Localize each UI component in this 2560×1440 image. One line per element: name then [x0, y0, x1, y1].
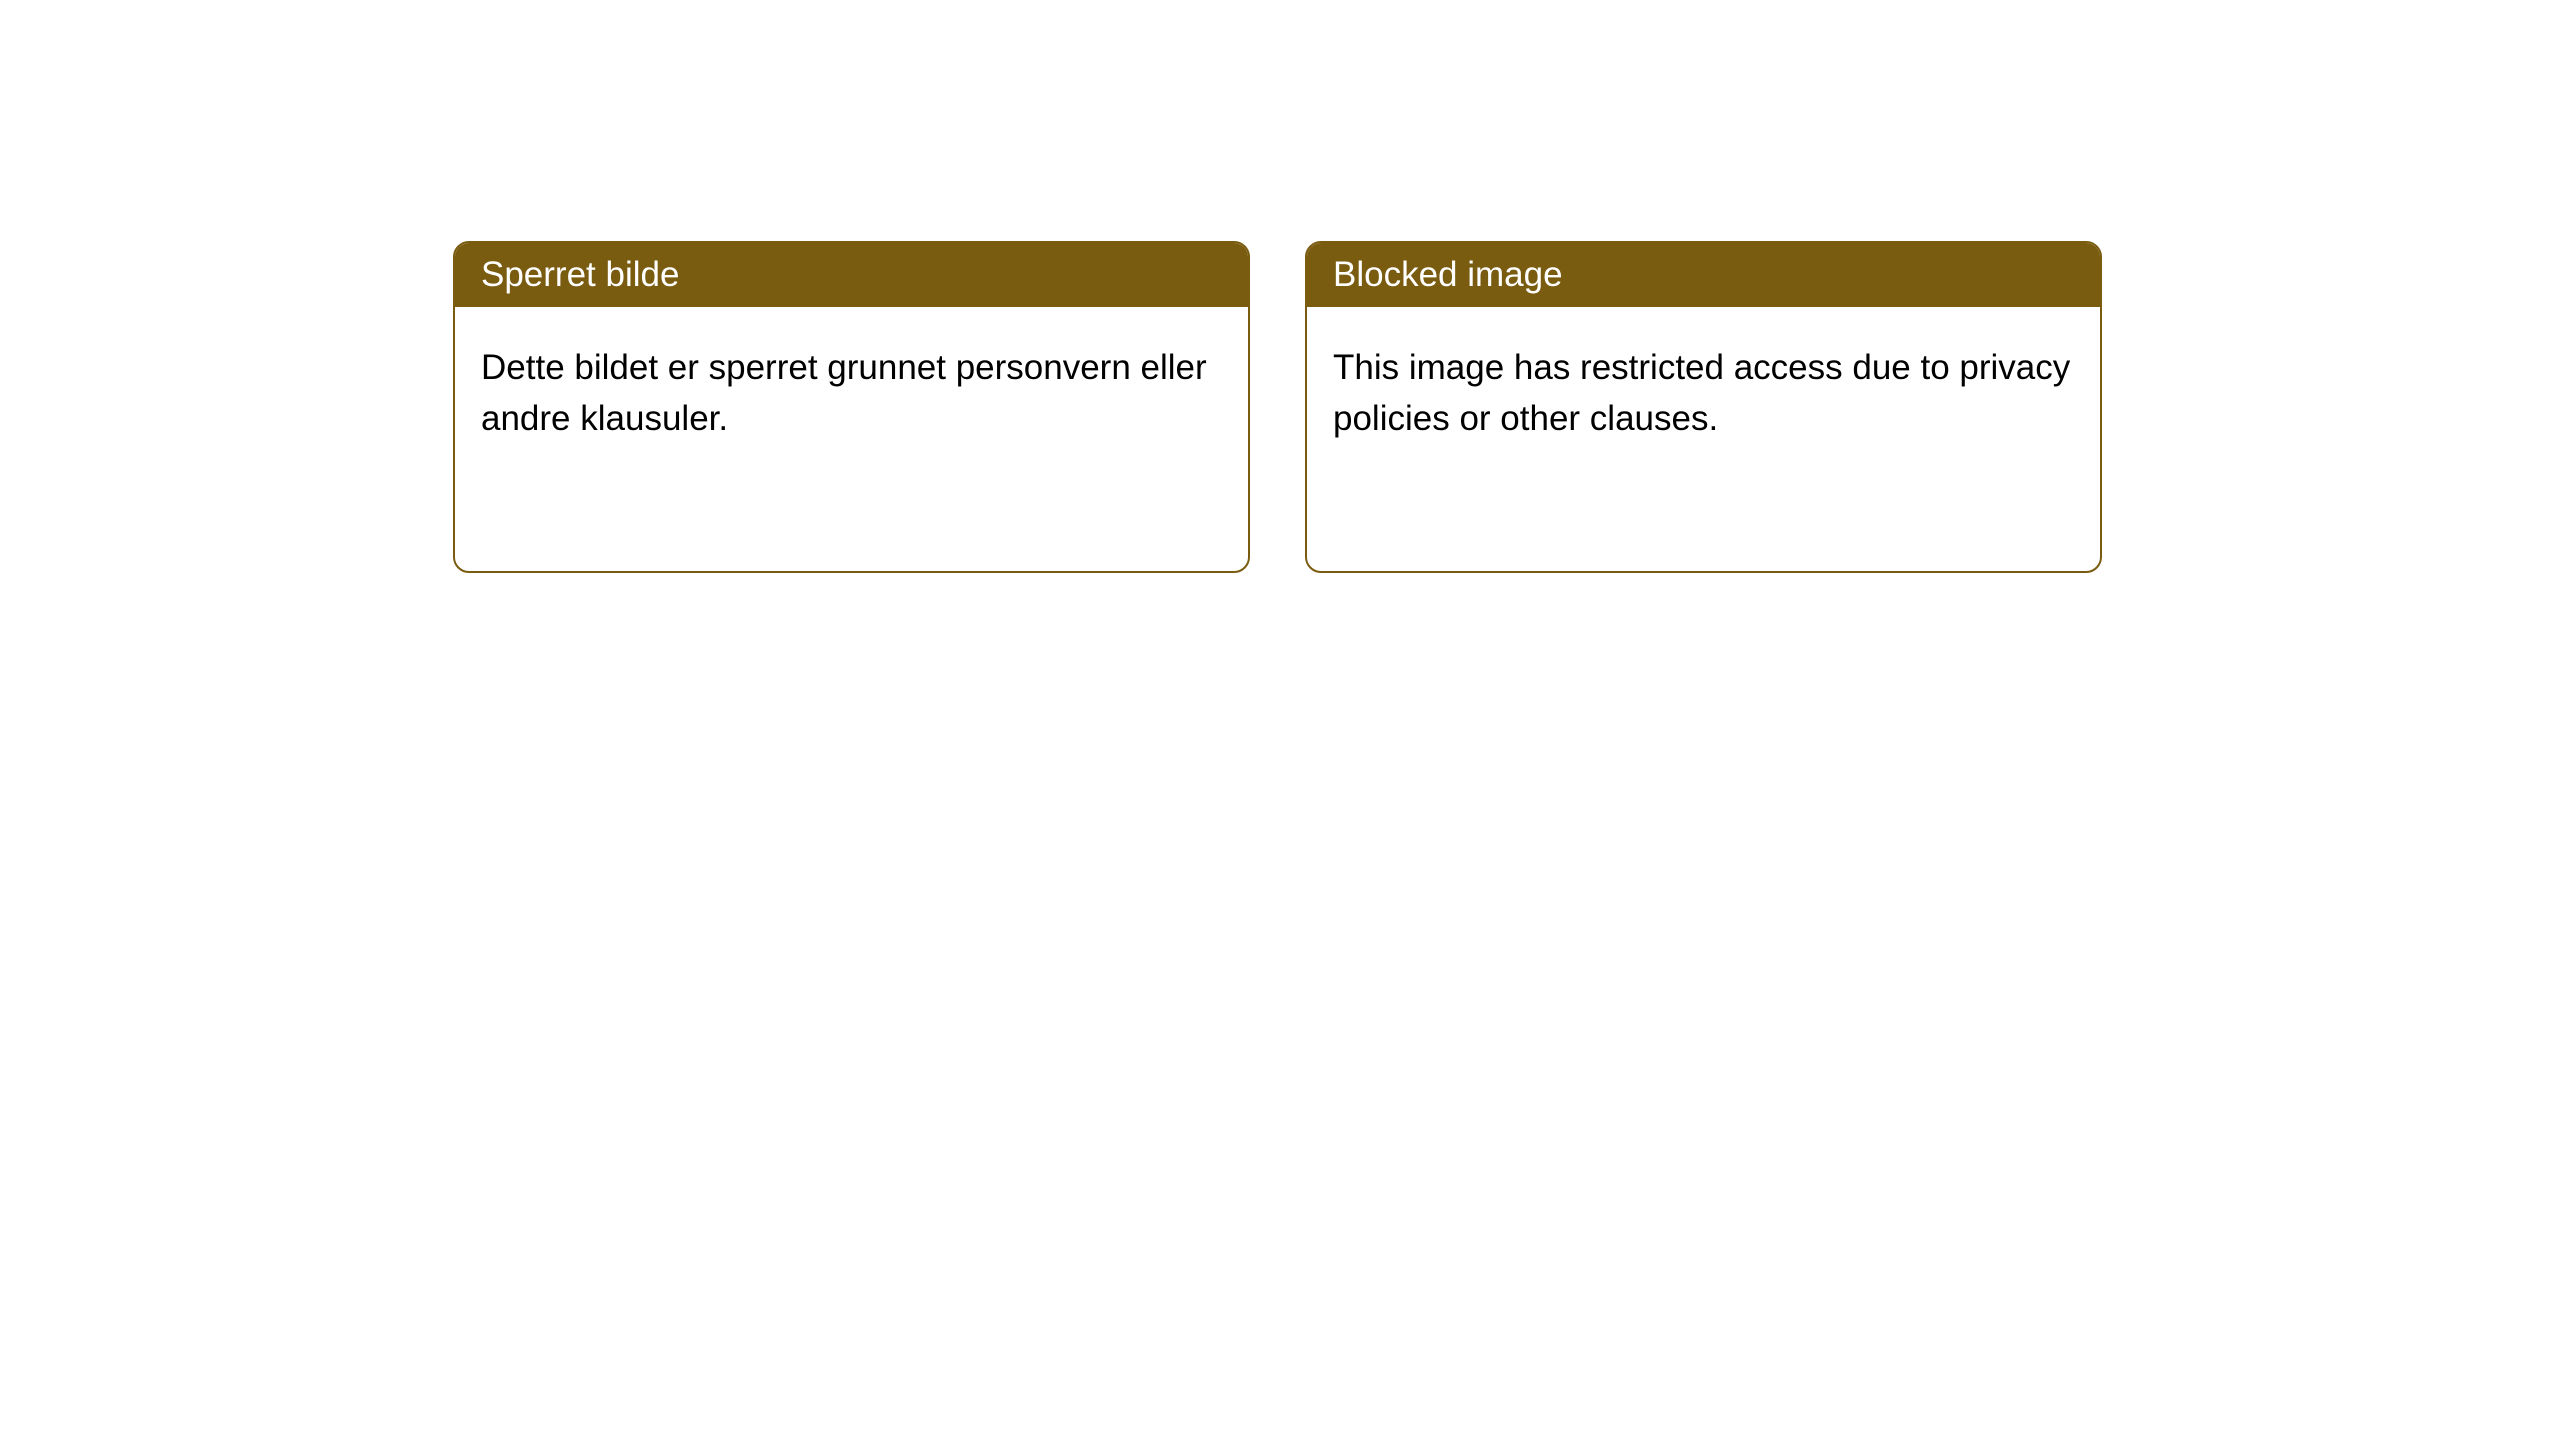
notice-cards-container: Sperret bilde Dette bildet er sperret gr…: [453, 241, 2102, 573]
card-body-text: This image has restricted access due to …: [1333, 348, 2070, 438]
card-body-text: Dette bildet er sperret grunnet personve…: [481, 348, 1207, 438]
card-header: Sperret bilde: [455, 243, 1248, 307]
notice-card-english: Blocked image This image has restricted …: [1305, 241, 2102, 573]
card-header: Blocked image: [1307, 243, 2100, 307]
card-title: Blocked image: [1333, 255, 1563, 294]
card-title: Sperret bilde: [481, 255, 679, 294]
card-body: This image has restricted access due to …: [1307, 307, 2100, 481]
card-body: Dette bildet er sperret grunnet personve…: [455, 307, 1248, 481]
notice-card-norwegian: Sperret bilde Dette bildet er sperret gr…: [453, 241, 1250, 573]
